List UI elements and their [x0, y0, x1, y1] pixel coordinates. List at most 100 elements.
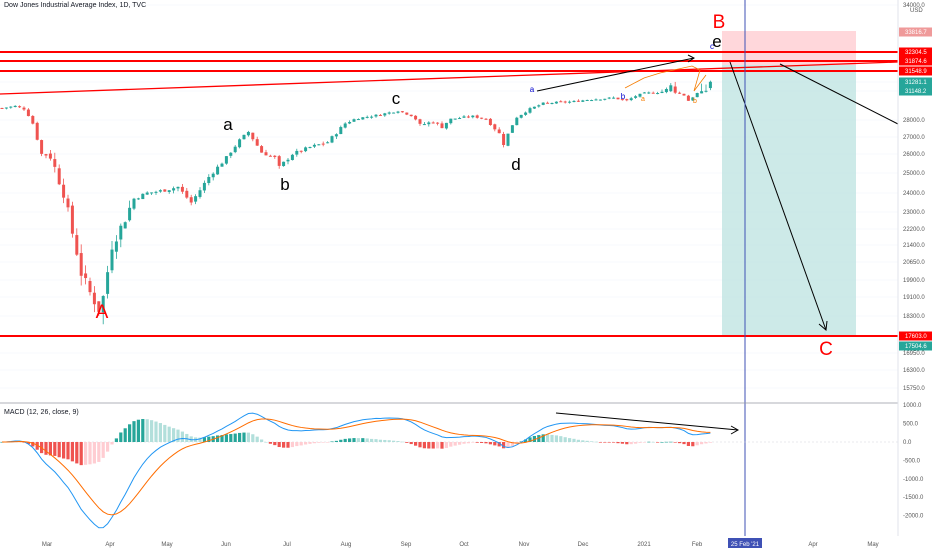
macd-tick: -1000.0 — [903, 477, 924, 483]
candle-body — [158, 190, 162, 192]
time-tick: Jul — [283, 542, 291, 548]
macd-histogram-bar — [198, 437, 202, 442]
macd-histogram-bar — [207, 436, 211, 442]
macd-histogram-bar — [66, 442, 70, 460]
macd-histogram-bar — [31, 442, 35, 447]
macd-histogram-bar — [678, 442, 682, 444]
candle-body — [163, 189, 167, 192]
macd-histogram-bar — [691, 442, 695, 447]
macd-histogram-bar — [484, 442, 488, 444]
macd-histogram-bar — [62, 442, 66, 459]
macd-histogram-bar — [290, 442, 294, 448]
candle-body — [343, 123, 347, 128]
candle-body — [106, 272, 110, 294]
macd-histogram-bar — [229, 434, 233, 442]
price-label: 31148.2 — [905, 89, 927, 95]
candle-body — [510, 125, 514, 133]
price-tick: 27000.0 — [903, 135, 925, 141]
b-wave-arrow — [536, 57, 695, 92]
macd-axis[interactable]: 1000.0 500.0 0.0 -500.0 -1000.0 -1500.0 -2000.… — [903, 403, 924, 519]
candle-body — [185, 190, 189, 198]
macd-histogram-bar — [436, 442, 440, 449]
price-label-box — [899, 27, 932, 37]
candle-body — [466, 116, 470, 118]
candle-body — [339, 127, 343, 135]
wave-label: c — [392, 89, 401, 108]
candle-body — [598, 99, 602, 101]
candle-body — [594, 99, 598, 101]
chart-title: Dow Jones Industrial Average Index, 1D, … — [4, 2, 147, 9]
macd-histogram-bar — [612, 442, 616, 443]
price-tick: 16950.0 — [903, 351, 925, 357]
macd-histogram-bar — [695, 442, 699, 446]
candle-body — [136, 198, 140, 200]
candle-body — [616, 97, 620, 100]
candle-body — [251, 132, 255, 140]
price-label-box — [899, 47, 932, 57]
macd-histogram-bar — [528, 437, 532, 442]
macd-histogram-bar — [216, 435, 220, 442]
candle-body — [642, 92, 646, 94]
date-marker-label: 25 Feb '21 — [731, 542, 760, 548]
resistance-levels — [0, 51, 898, 337]
macd-histogram-bar — [673, 442, 677, 443]
candle-body — [172, 188, 176, 191]
macd-histogram-bar — [246, 432, 250, 442]
candle-body — [449, 118, 453, 124]
candle-body — [53, 159, 57, 167]
macd-histogram-bar — [625, 442, 629, 445]
time-tick: Feb — [692, 542, 703, 548]
candle-body — [444, 122, 448, 129]
price-tick: 25000.0 — [903, 171, 925, 177]
wave-label: e — [712, 32, 721, 51]
macd-histogram-bar — [647, 441, 651, 443]
macd-histogram-bar — [431, 442, 435, 449]
wave-label: c — [710, 42, 714, 51]
time-tick: Apr — [105, 542, 114, 548]
macd-histogram-bar — [656, 442, 660, 443]
price-label-box — [899, 66, 932, 76]
stop-loss-zone — [722, 31, 856, 65]
price-label: 17504.6 — [905, 344, 927, 350]
macd-histogram-bar — [620, 442, 624, 444]
macd-histogram-bar — [519, 441, 523, 442]
macd-line — [1, 412, 711, 529]
price-tick: 21400.0 — [903, 243, 925, 249]
candle-body — [352, 119, 356, 122]
candle-body — [550, 103, 554, 105]
macd-histogram-bar — [57, 442, 61, 458]
candle-body — [273, 155, 277, 157]
trend-drawings — [0, 54, 899, 435]
candle-body — [330, 136, 334, 143]
macd-histogram-bar — [616, 442, 620, 444]
candle-body — [678, 92, 682, 94]
candle-body — [607, 97, 611, 99]
wave-label: b — [621, 92, 626, 101]
macd-histogram-bar — [26, 442, 30, 444]
candle-body — [480, 117, 484, 119]
macd-histogram-bar — [576, 439, 580, 442]
candle-body — [590, 100, 594, 102]
candle-body — [260, 146, 264, 153]
macd-histogram-bar — [590, 441, 594, 442]
macd-histogram-bar — [510, 442, 514, 447]
time-axis[interactable]: Mar Apr May Jun Jul Aug Sep Oct Nov Dec 2021 Feb 25 … — [42, 538, 879, 548]
candle-body — [537, 105, 541, 107]
macd-histogram-bar — [84, 442, 88, 465]
candle-body — [57, 168, 61, 185]
candle-body — [568, 101, 572, 103]
candle-body — [238, 139, 242, 148]
candle-body — [704, 90, 708, 92]
candle-body — [286, 159, 290, 162]
candle-body — [669, 85, 673, 92]
macd-histogram-bar — [282, 442, 286, 448]
candle-body — [603, 98, 607, 100]
candle-body — [110, 249, 114, 271]
candle-body — [141, 193, 145, 200]
projection-arrow-right — [779, 63, 899, 125]
candle-body — [70, 205, 74, 234]
macd-histogram-bar — [44, 442, 48, 455]
candle-body — [255, 139, 259, 146]
macd-histogram-bar — [238, 432, 242, 442]
